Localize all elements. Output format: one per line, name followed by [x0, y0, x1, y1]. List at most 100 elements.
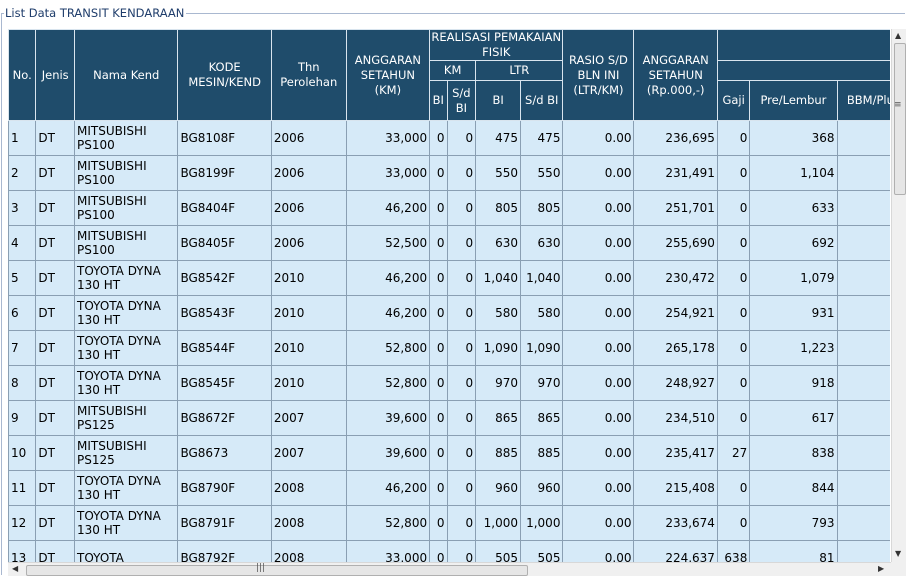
cell-anggaran-rp[interactable]: 236,695: [633, 120, 718, 156]
cell-anggaran-rp[interactable]: 231,491: [633, 155, 718, 191]
cell-jenis[interactable]: DT: [35, 155, 76, 191]
cell-pre-lembur[interactable]: 793: [749, 505, 838, 541]
cell-gaji[interactable]: 0: [716, 330, 751, 366]
cell-anggaran-rp[interactable]: 254,921: [633, 295, 718, 331]
cell-km-bi[interactable]: 0: [429, 225, 448, 261]
cell-nama-kend[interactable]: MITSUBISHI PS100: [74, 155, 179, 191]
cell-kode[interactable]: BG8545F: [177, 365, 272, 401]
cell-nama-kend[interactable]: TOYOTA DYNA 130 HT: [74, 330, 179, 366]
cell-jenis[interactable]: DT: [35, 470, 76, 506]
cell-bbm[interactable]: 0: [836, 225, 890, 261]
cell-gaji[interactable]: 638: [716, 540, 751, 562]
table-row[interactable]: 13 DT TOYOTA BG8792F 2008 33,000 0 0 505 505 0.00 2…: [8, 540, 890, 562]
cell-nama-kend[interactable]: MITSUBISHI PS125: [74, 435, 179, 471]
table-row[interactable]: 3 DT MITSUBISHI PS100 BG8404F 2006 46,200 0 0 80…: [8, 190, 890, 226]
cell-bbm[interactable]: 0: [836, 190, 890, 226]
cell-nama-kend[interactable]: MITSUBISHI PS100: [74, 120, 179, 156]
cell-no[interactable]: 8: [8, 365, 37, 401]
cell-thn[interactable]: 2010: [270, 260, 347, 296]
cell-jenis[interactable]: DT: [35, 330, 76, 366]
cell-nama-kend[interactable]: TOYOTA DYNA 130 HT: [74, 295, 179, 331]
cell-pre-lembur[interactable]: 838: [749, 435, 838, 471]
cell-gaji[interactable]: 0: [716, 365, 751, 401]
cell-pre-lembur[interactable]: 1,104: [749, 155, 838, 191]
cell-ltr-sd[interactable]: 580: [520, 295, 564, 331]
cell-ltr-bi[interactable]: 475: [475, 120, 522, 156]
cell-rasio[interactable]: 0.00: [562, 400, 635, 436]
vertical-scrollbar[interactable]: ▲ ≡ ▼: [891, 29, 906, 562]
col-no[interactable]: No.: [8, 29, 37, 121]
cell-rasio[interactable]: 0.00: [562, 295, 635, 331]
cell-thn[interactable]: 2007: [270, 400, 347, 436]
cell-anggaran-km[interactable]: 52,800: [345, 330, 431, 366]
col-anggaran-rp[interactable]: ANGGARAN SETAHUN (Rp.000,-): [633, 29, 718, 121]
cell-ltr-sd[interactable]: 805: [520, 190, 564, 226]
cell-bbm[interactable]: 0: [836, 330, 890, 366]
col-ltr-bi[interactable]: BI: [475, 80, 522, 121]
cell-pre-lembur[interactable]: 1,079: [749, 260, 838, 296]
cell-no[interactable]: 9: [8, 400, 37, 436]
cell-pre-lembur[interactable]: 368: [749, 120, 838, 156]
table-row[interactable]: 2 DT MITSUBISHI PS100 BG8199F 2006 33,000 0 0 55…: [8, 155, 890, 191]
cell-ltr-sd[interactable]: 970: [520, 365, 564, 401]
cell-kode[interactable]: BG8790F: [177, 470, 272, 506]
cell-rasio[interactable]: 0.00: [562, 225, 635, 261]
cell-anggaran-km[interactable]: 46,200: [345, 190, 431, 226]
cell-gaji[interactable]: 0: [716, 470, 751, 506]
cell-no[interactable]: 11: [8, 470, 37, 506]
cell-thn[interactable]: 2006: [270, 190, 347, 226]
col-thn-perolehan[interactable]: Thn Perolehan: [270, 29, 347, 121]
cell-pre-lembur[interactable]: 81: [749, 540, 838, 562]
table-row[interactable]: 9 DT MITSUBISHI PS125 BG8672F 2007 39,600 0 0 86…: [8, 400, 890, 436]
table-row[interactable]: 11 DT TOYOTA DYNA 130 HT BG8790F 2008 46,200 0…: [8, 470, 890, 506]
cell-gaji[interactable]: 27: [716, 435, 751, 471]
cell-gaji[interactable]: 0: [716, 155, 751, 191]
cell-anggaran-rp[interactable]: 215,408: [633, 470, 718, 506]
table-row[interactable]: 7 DT TOYOTA DYNA 130 HT BG8544F 2010 52,800 0 0…: [8, 330, 890, 366]
cell-kode[interactable]: BG8791F: [177, 505, 272, 541]
cell-km-bi[interactable]: 0: [429, 155, 448, 191]
cell-rasio[interactable]: 0.00: [562, 330, 635, 366]
cell-km-sd[interactable]: 0: [446, 505, 477, 541]
cell-bbm[interactable]: 0: [836, 155, 890, 191]
cell-kode[interactable]: BG8542F: [177, 260, 272, 296]
data-grid[interactable]: No. Jenis Nama Kend KODE MESIN/KEND Thn …: [8, 29, 890, 562]
cell-anggaran-km[interactable]: 39,600: [345, 400, 431, 436]
cell-bbm[interactable]: 0: [836, 470, 890, 506]
cell-no[interactable]: 2: [8, 155, 37, 191]
cell-pre-lembur[interactable]: 844: [749, 470, 838, 506]
cell-gaji[interactable]: 0: [716, 190, 751, 226]
cell-anggaran-rp[interactable]: 265,178: [633, 330, 718, 366]
cell-no[interactable]: 12: [8, 505, 37, 541]
cell-anggaran-km[interactable]: 33,000: [345, 540, 431, 562]
cell-ltr-bi[interactable]: 865: [475, 400, 522, 436]
cell-anggaran-km[interactable]: 46,200: [345, 470, 431, 506]
col-gaji[interactable]: Gaji: [716, 80, 751, 121]
cell-anggaran-rp[interactable]: 255,690: [633, 225, 718, 261]
cell-kode[interactable]: BG8792F: [177, 540, 272, 562]
cell-anggaran-rp[interactable]: 234,510: [633, 400, 718, 436]
vertical-scroll-thumb[interactable]: [894, 43, 906, 195]
table-row[interactable]: 12 DT TOYOTA DYNA 130 HT BG8791F 2008 52,800 0…: [8, 505, 890, 541]
cell-nama-kend[interactable]: MITSUBISHI PS100: [74, 190, 179, 226]
cell-nama-kend[interactable]: TOYOTA: [74, 540, 179, 562]
cell-ltr-bi[interactable]: 970: [475, 365, 522, 401]
cell-km-bi[interactable]: 0: [429, 120, 448, 156]
cell-anggaran-km[interactable]: 52,500: [345, 225, 431, 261]
scroll-up-icon[interactable]: ▲: [895, 31, 902, 40]
cell-gaji[interactable]: 0: [716, 120, 751, 156]
col-jenis[interactable]: Jenis: [35, 29, 76, 121]
cell-jenis[interactable]: DT: [35, 120, 76, 156]
cell-bbm[interactable]: 0: [836, 505, 890, 541]
cell-thn[interactable]: 2006: [270, 155, 347, 191]
cell-km-bi[interactable]: 0: [429, 470, 448, 506]
cell-jenis[interactable]: DT: [35, 365, 76, 401]
cell-ltr-bi[interactable]: 550: [475, 155, 522, 191]
cell-anggaran-rp[interactable]: 248,927: [633, 365, 718, 401]
cell-bbm[interactable]: 0: [836, 435, 890, 471]
cell-ltr-sd[interactable]: 550: [520, 155, 564, 191]
cell-rasio[interactable]: 0.00: [562, 470, 635, 506]
cell-no[interactable]: 7: [8, 330, 37, 366]
cell-ltr-bi[interactable]: 1,000: [475, 505, 522, 541]
cell-jenis[interactable]: DT: [35, 505, 76, 541]
